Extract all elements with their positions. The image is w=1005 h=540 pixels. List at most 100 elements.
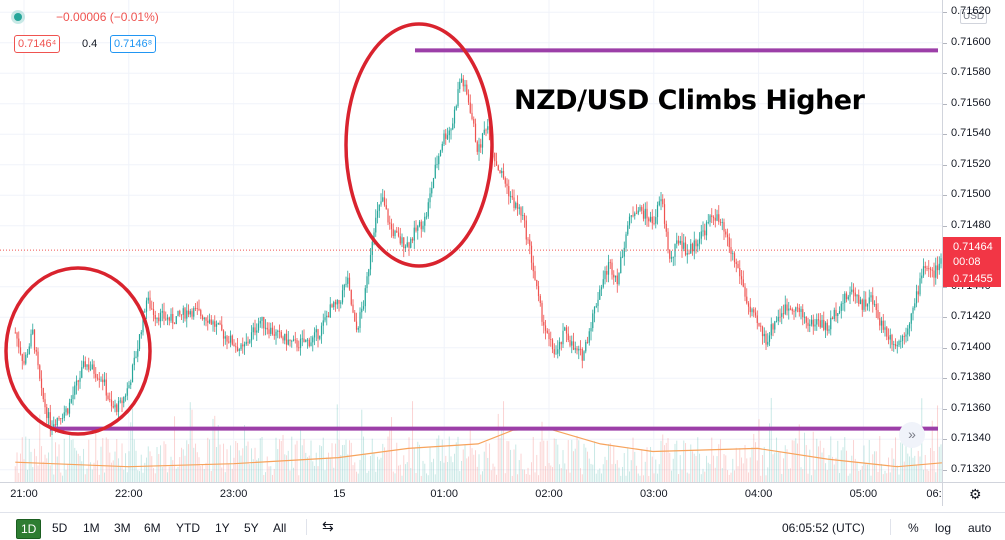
volume-bar xyxy=(51,423,53,482)
period-6m-button[interactable]: 6M xyxy=(144,521,161,535)
sell-price-button[interactable]: 0.7146⁴ xyxy=(14,35,61,53)
candle-body xyxy=(194,308,197,309)
volume-bar xyxy=(770,397,772,482)
candle-body xyxy=(429,193,431,203)
candle-body xyxy=(779,316,781,318)
candle-body xyxy=(751,309,753,313)
price-scale[interactable]: USD 0.71320 0.71340 0.71360 0.71380 0.71400 0… xyxy=(942,0,1005,482)
volume-bar xyxy=(114,451,116,482)
candle-body xyxy=(534,271,536,281)
volume-bar xyxy=(686,472,688,482)
candle-body xyxy=(910,313,912,324)
candle-body xyxy=(306,339,309,341)
candle-body xyxy=(826,322,828,331)
utc-clock[interactable]: 06:05:52 (UTC) xyxy=(782,521,865,535)
volume-bar xyxy=(450,456,452,482)
volume-bar xyxy=(438,435,440,482)
volume-bar xyxy=(762,454,764,482)
volume-bar xyxy=(508,441,510,482)
candle-body xyxy=(347,277,349,284)
candle-body xyxy=(362,306,365,309)
volume-bar xyxy=(406,462,408,482)
candle-body xyxy=(60,418,62,419)
period-5d-button[interactable]: 5D xyxy=(52,521,68,535)
period-all-button[interactable]: All xyxy=(273,521,287,535)
chart-settings-button[interactable]: ⚙ xyxy=(942,482,1005,506)
volume-bar xyxy=(177,466,179,482)
candle-body xyxy=(564,327,566,331)
candle-body xyxy=(394,230,396,237)
candle-body xyxy=(425,216,428,218)
volume-bar xyxy=(636,465,638,482)
volume-bar xyxy=(203,468,205,482)
candle-body xyxy=(915,291,918,304)
auto-scale-toggle[interactable]: auto xyxy=(968,521,992,535)
volume-bar xyxy=(793,440,795,482)
candle-body xyxy=(847,296,849,300)
currency-badge[interactable]: USD xyxy=(960,9,988,24)
volume-bar xyxy=(65,469,67,482)
volume-bar xyxy=(34,448,36,482)
volume-bar xyxy=(823,447,825,482)
volume-bar xyxy=(375,471,377,482)
calendar-range-icon[interactable]: ⇆ xyxy=(322,518,334,534)
candle-body xyxy=(690,243,692,254)
candle-body xyxy=(702,230,704,232)
candle-body xyxy=(431,188,433,194)
chart-area[interactable]: −0.00006 (−0.01%) 0.7146⁴ 0.4 0.7146⁸ NZ… xyxy=(0,0,942,482)
volume-bar xyxy=(751,447,753,482)
volume-bar xyxy=(405,464,407,482)
period-3m-button[interactable]: 3M xyxy=(114,521,131,535)
gear-icon[interactable]: ⚙ xyxy=(969,486,982,502)
chart-canvas[interactable] xyxy=(0,0,942,482)
percent-scale-toggle[interactable]: % xyxy=(908,521,919,535)
log-scale-toggle[interactable]: log xyxy=(935,521,952,535)
volume-bar xyxy=(744,444,746,482)
candle-body xyxy=(565,327,568,334)
volume-bar xyxy=(98,474,100,482)
candle-body xyxy=(908,323,911,329)
volume-bar xyxy=(847,475,849,482)
candle-body xyxy=(557,349,559,354)
volume-bar xyxy=(557,444,559,482)
volume-bar xyxy=(790,468,792,482)
volume-bar xyxy=(247,441,249,482)
scroll-right-icon[interactable]: » xyxy=(899,422,925,448)
volume-bar xyxy=(907,453,909,482)
period-1d-button[interactable]: 1D xyxy=(16,519,42,539)
candle-body xyxy=(254,327,256,333)
candle-body xyxy=(77,380,79,382)
candle-body xyxy=(513,197,515,208)
candle-body xyxy=(114,404,116,408)
volume-bar xyxy=(487,457,489,482)
candle-body xyxy=(931,269,933,271)
period-ytd-button[interactable]: YTD xyxy=(176,521,200,535)
period-1m-button[interactable]: 1M xyxy=(83,521,100,535)
volume-bar xyxy=(539,441,541,482)
candle-body xyxy=(107,395,109,399)
candle-body xyxy=(338,300,340,304)
time-scale[interactable]: 21:00 22:00 23:00 15 01:00 02:00 03:00 04:00 05:… xyxy=(0,482,942,506)
buy-price-button[interactable]: 0.7146⁸ xyxy=(110,35,157,53)
candle-body xyxy=(319,335,321,339)
candle-body xyxy=(231,335,233,345)
volume-bar xyxy=(277,449,279,482)
volume-bar xyxy=(340,454,342,482)
volume-bar xyxy=(742,463,744,482)
volume-bar xyxy=(837,440,839,482)
volume-bar xyxy=(328,452,330,482)
period-5y-button[interactable]: 5Y xyxy=(244,521,259,535)
candle-body xyxy=(26,354,29,355)
candle-series xyxy=(14,73,942,437)
volume-bar xyxy=(868,440,870,482)
candle-body xyxy=(376,210,379,218)
candle-body xyxy=(562,330,564,345)
candle-body xyxy=(495,161,498,166)
candle-body xyxy=(382,197,384,202)
volume-bar xyxy=(307,457,309,482)
volume-bar xyxy=(415,473,417,482)
period-1y-button[interactable]: 1Y xyxy=(215,521,230,535)
candle-body xyxy=(662,199,664,205)
candle-body xyxy=(546,330,548,333)
volume-bar xyxy=(914,455,916,482)
